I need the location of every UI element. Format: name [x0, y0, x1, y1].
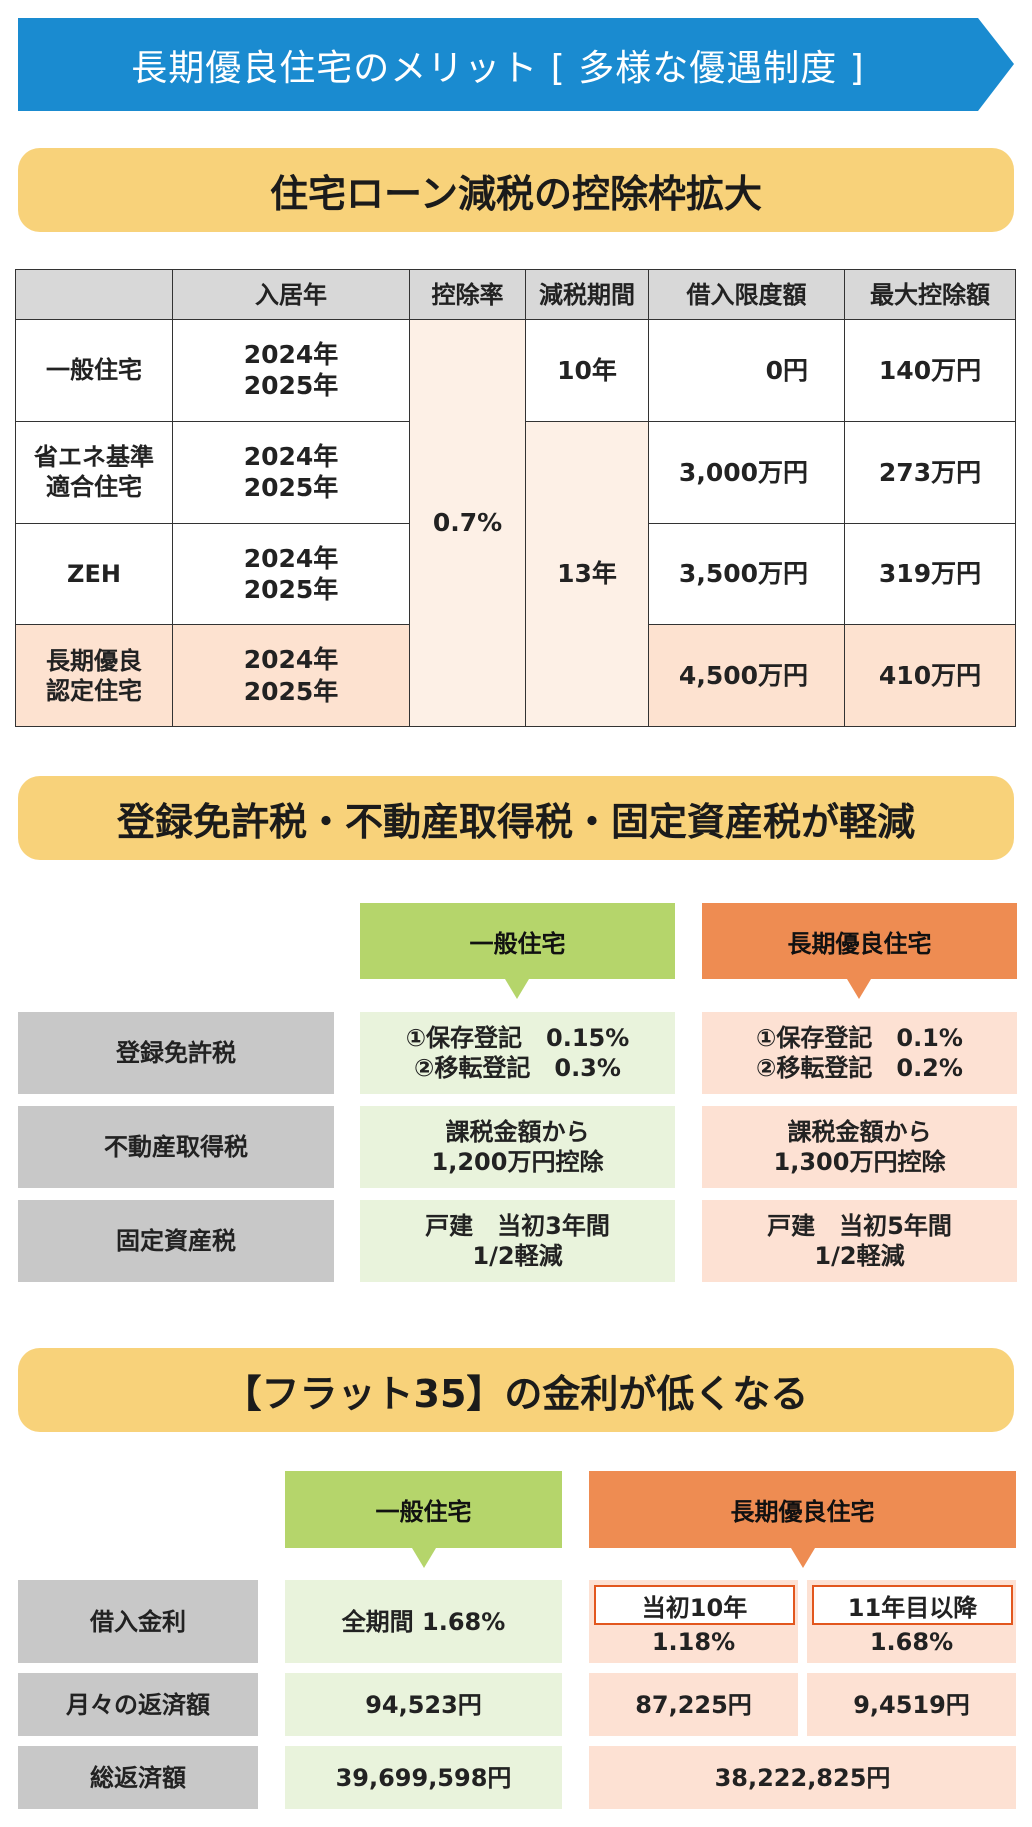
section3-col-general: 一般住宅: [285, 1471, 562, 1548]
row-limit: 0円: [648, 319, 845, 422]
section2-pointer-long: [847, 979, 871, 999]
period-other: 13年: [525, 420, 649, 728]
header-limit: 借入限度額: [648, 269, 845, 320]
row-max: 410万円: [844, 624, 1016, 727]
table-row: 長期優良 認定住宅 2024年 2025年 4,500万円 410万円: [15, 624, 1016, 727]
title-banner: 長期優良住宅のメリット [ 多様な優遇制度 ]: [18, 18, 1014, 111]
row-limit: 4,500万円: [648, 624, 845, 727]
row-type: 省エネ基準 適合住宅: [15, 420, 173, 524]
section3-heading: 【フラット35】の金利が低くなる: [18, 1348, 1014, 1432]
section3-pointer-long: [791, 1548, 815, 1568]
banner-arrow-shape: [18, 18, 1014, 111]
header-move-in-year: 入居年: [172, 269, 410, 320]
row-years: 2024年 2025年: [172, 624, 410, 727]
label-monthly-payment: 月々の返済額: [18, 1673, 258, 1736]
banner-title: 長期優良住宅のメリット [ 多様な優遇制度 ]: [131, 47, 865, 89]
section3-col-long: 長期優良住宅: [589, 1471, 1016, 1548]
table-row: 一般住宅 2024年 2025年 0.7% 10年 0円 140万円: [15, 319, 1016, 727]
monthly-long-early: 87,225円: [589, 1673, 798, 1736]
row-limit: 3,000万円: [648, 420, 845, 524]
header-blank: [15, 269, 173, 320]
property-tax-general: 戸建 当初3年間 1/2軽減: [360, 1200, 675, 1282]
row-max: 319万円: [844, 522, 1016, 626]
row-years: 2024年 2025年: [172, 420, 410, 524]
label-acquisition-tax: 不動産取得税: [18, 1106, 334, 1188]
table-row: 省エネ基準 適合住宅 2024年 2025年 13年 3,000万円 273万円: [15, 420, 1016, 728]
total-general: 39,699,598円: [285, 1746, 562, 1809]
row-max: 140万円: [844, 319, 1016, 422]
loan-deduction-table: 入居年 控除率 減税期間 借入限度額 最大控除額 一般住宅 2024年 2025年…: [15, 269, 1016, 728]
label-total-payment: 総返済額: [18, 1746, 258, 1809]
monthly-general: 94,523円: [285, 1673, 562, 1736]
row-max: 273万円: [844, 420, 1016, 524]
section2-col-long: 長期優良住宅: [702, 903, 1017, 979]
row-type: ZEH: [15, 522, 173, 626]
rate-long-late-label: 11年目以降: [812, 1585, 1013, 1625]
label-loan-rate: 借入金利: [18, 1580, 258, 1663]
acquisition-tax-general: 課税金額から 1,200万円控除: [360, 1106, 675, 1188]
header-rate: 控除率: [409, 269, 526, 320]
registration-tax-general: ①保存登記 0.15% ②移転登記 0.3%: [360, 1012, 675, 1094]
period-general: 10年: [525, 319, 649, 422]
acquisition-tax-long: 課税金額から 1,300万円控除: [702, 1106, 1017, 1188]
section1-heading: 住宅ローン減税の控除枠拡大: [18, 148, 1014, 232]
deduction-rate: 0.7%: [409, 319, 526, 727]
header-max: 最大控除額: [844, 269, 1016, 320]
section3-pointer-general: [412, 1548, 436, 1568]
row-type: 長期優良 認定住宅: [15, 624, 173, 727]
monthly-long-late: 9,4519円: [807, 1673, 1016, 1736]
rate-general: 全期間 1.68%: [285, 1580, 562, 1663]
row-type: 一般住宅: [15, 319, 173, 422]
row-years: 2024年 2025年: [172, 319, 410, 422]
header-period: 減税期間: [525, 269, 649, 320]
total-long: 38,222,825円: [589, 1746, 1016, 1809]
label-property-tax: 固定資産税: [18, 1200, 334, 1282]
row-limit: 3,500万円: [648, 522, 845, 626]
registration-tax-long: ①保存登記 0.1% ②移転登記 0.2%: [702, 1012, 1017, 1094]
table-row: ZEH 2024年 2025年 3,500万円 319万円: [15, 522, 1016, 626]
property-tax-long: 戸建 当初5年間 1/2軽減: [702, 1200, 1017, 1282]
rate-long-early-label: 当初10年: [594, 1585, 795, 1625]
section2-pointer-general: [505, 979, 529, 999]
section2-heading: 登録免許税・不動産取得税・固定資産税が軽減: [18, 776, 1014, 860]
section2-col-general: 一般住宅: [360, 903, 675, 979]
label-registration-tax: 登録免許税: [18, 1012, 334, 1094]
row-years: 2024年 2025年: [172, 522, 410, 626]
